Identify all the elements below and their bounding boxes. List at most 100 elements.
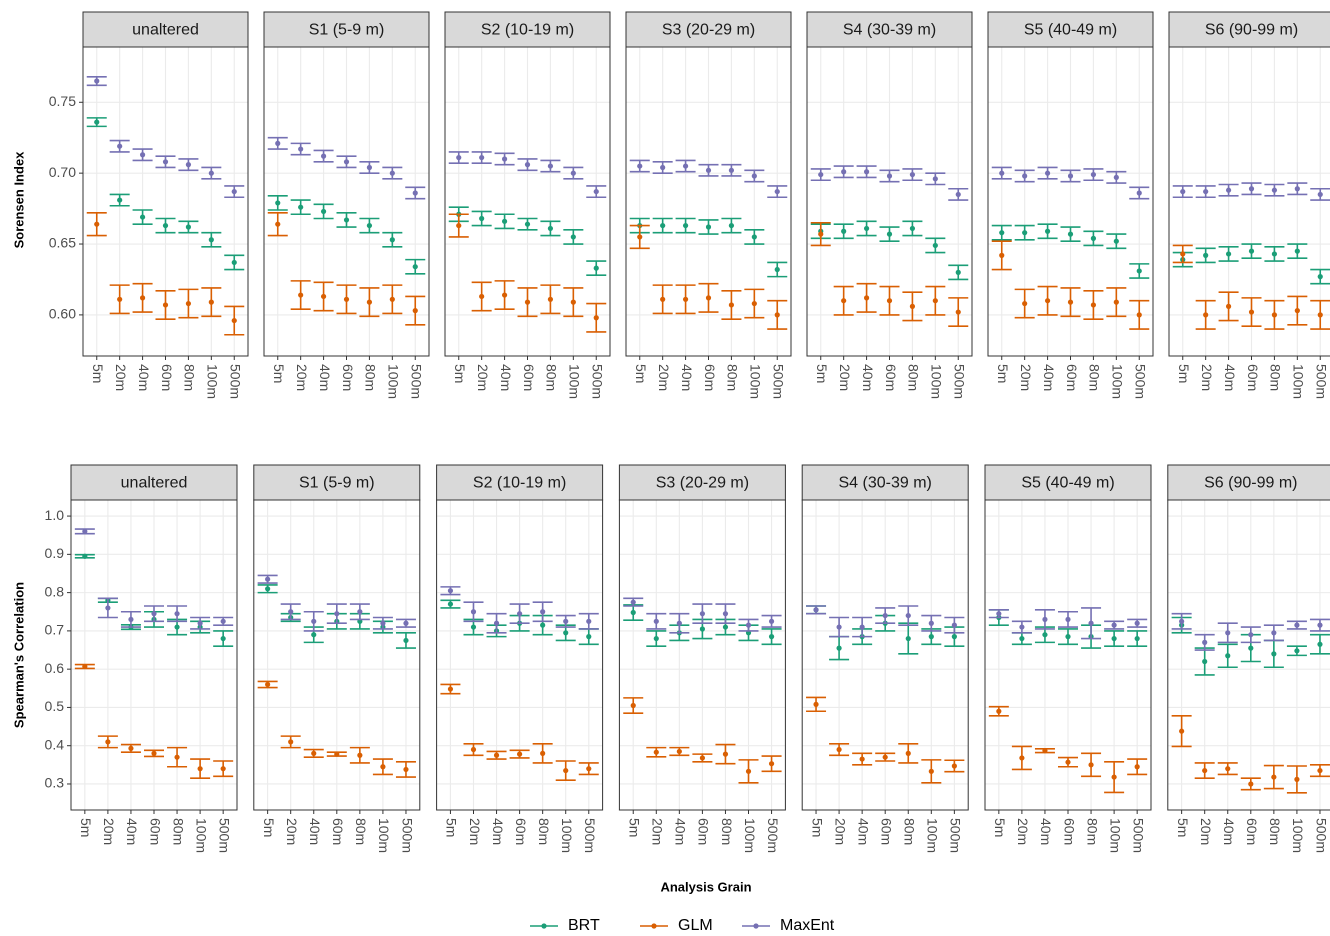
point [841, 228, 847, 234]
point [1044, 170, 1051, 176]
x-tick-label: 80m [1268, 364, 1284, 391]
point [366, 222, 373, 229]
point [1271, 187, 1278, 193]
x-tick-label: 100m [205, 364, 221, 399]
x-tick-label: 500m [1314, 364, 1330, 399]
y-axis-title: Sorensen Index [11, 151, 26, 249]
point [298, 204, 304, 210]
x-tick-label: 5m [633, 364, 649, 383]
point [637, 234, 643, 240]
x-tick-label: 80m [182, 364, 198, 391]
point [1113, 174, 1119, 181]
point [501, 292, 508, 298]
strip-title: S5 (40-49 m) [1024, 22, 1117, 39]
point [412, 264, 418, 270]
point [882, 754, 888, 760]
point [999, 230, 1005, 236]
point [863, 169, 870, 175]
point [563, 618, 569, 624]
point [768, 618, 775, 624]
point [1179, 618, 1185, 624]
strip [436, 464, 604, 501]
point [1090, 171, 1097, 178]
point [1317, 312, 1323, 318]
point [366, 164, 373, 171]
point [197, 766, 203, 772]
point [288, 609, 294, 615]
x-tick-label: 60m [1245, 364, 1261, 391]
point [265, 576, 271, 582]
x-tick-label: 20m [650, 818, 666, 845]
point [909, 303, 916, 309]
point [909, 171, 916, 178]
point [162, 159, 169, 165]
x-tick-label: 5m [78, 818, 94, 837]
point [774, 188, 780, 195]
point [82, 528, 88, 534]
point [774, 312, 780, 318]
x-tick-label: 60m [883, 364, 899, 391]
point [343, 159, 350, 165]
point [524, 162, 531, 168]
point [265, 681, 271, 688]
x-tick-label: 100m [386, 364, 402, 399]
point [722, 624, 729, 630]
point [630, 599, 636, 605]
y-tick-label: 0.6 [45, 660, 65, 676]
y-tick-label: 0.70 [49, 164, 76, 180]
x-tick-label: 80m [544, 364, 560, 391]
point [501, 218, 508, 224]
y-tick-label: 0.3 [45, 775, 65, 791]
point [1202, 658, 1208, 665]
point [117, 197, 123, 203]
point [841, 298, 847, 304]
strip [70, 464, 238, 501]
point [1248, 781, 1254, 787]
point [1317, 274, 1323, 280]
x-tick-label: 20m [475, 364, 491, 391]
point [653, 635, 659, 642]
point [751, 234, 757, 240]
point [863, 225, 870, 232]
x-tick-label: 500m [771, 364, 787, 399]
point [637, 163, 643, 169]
x-tick-label: 20m [113, 364, 129, 391]
panel-border [253, 499, 421, 811]
point [343, 296, 350, 302]
strip [625, 11, 792, 48]
point [676, 748, 682, 755]
strip-title: S4 (30-39 m) [843, 22, 936, 39]
x-tick-label: 20m [1018, 364, 1034, 391]
point [999, 170, 1005, 176]
point [660, 222, 666, 229]
point [882, 612, 888, 619]
legend-label: BRT [568, 917, 600, 934]
x-tick-label: 20m [101, 818, 117, 845]
strip-title: S1 (5-9 m) [299, 475, 375, 492]
point [366, 299, 373, 305]
point [722, 751, 729, 757]
x-tick-label: 60m [330, 818, 346, 845]
point [1065, 616, 1071, 623]
point [999, 252, 1005, 258]
point [320, 208, 327, 215]
point [288, 739, 294, 745]
point [859, 756, 865, 762]
y-tick-label: 0.75 [49, 93, 76, 109]
x-tick-label: 60m [147, 818, 163, 845]
point [94, 221, 100, 227]
x-tick-label: 5m [444, 818, 460, 837]
point [456, 154, 462, 161]
point [82, 663, 88, 670]
point [676, 620, 682, 626]
point [1111, 622, 1117, 628]
point [630, 609, 636, 616]
point [1294, 248, 1300, 254]
point [1271, 651, 1277, 657]
point [151, 611, 157, 617]
x-tick-label: 500m [948, 818, 964, 853]
x-tick-label: 20m [1198, 818, 1214, 845]
point [745, 768, 752, 774]
point [1179, 728, 1185, 734]
x-tick-label: 5m [809, 818, 825, 837]
